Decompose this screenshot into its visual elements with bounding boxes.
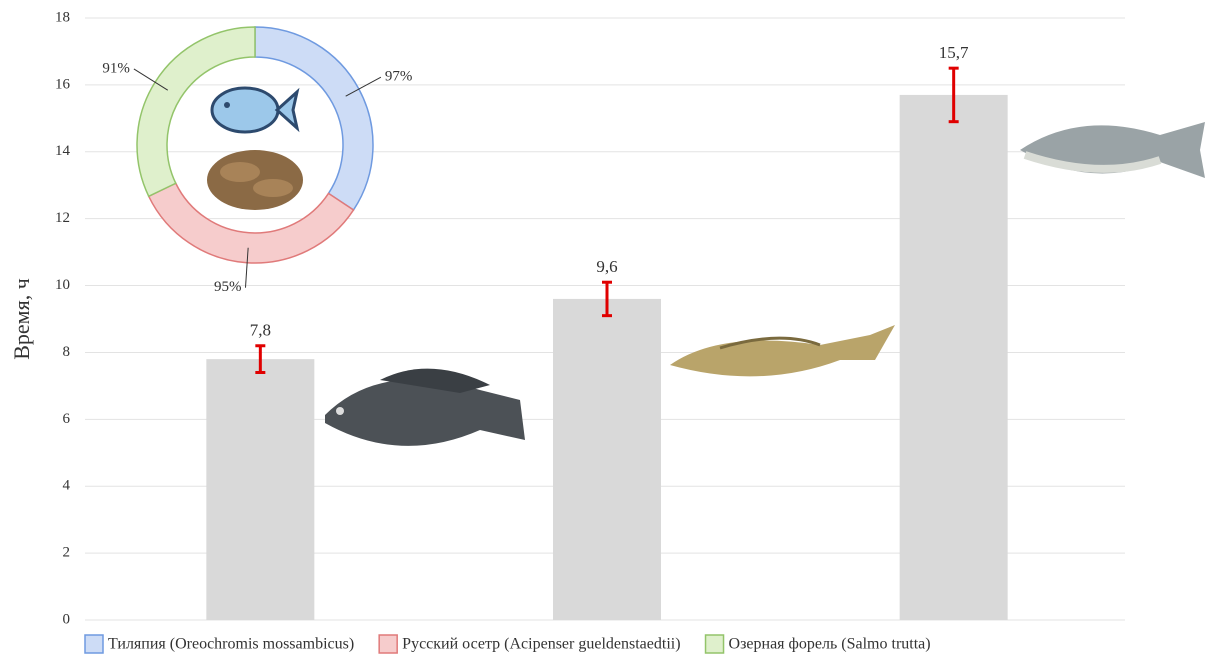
- y-tick-label: 4: [63, 478, 71, 494]
- legend-swatch: [84, 634, 104, 654]
- leader-line: [345, 76, 382, 97]
- y-axis-label: Время, ч: [9, 278, 34, 360]
- data-label: 7,8: [250, 321, 271, 340]
- trout-picture: [1020, 122, 1205, 178]
- y-tick-label: 0: [63, 611, 71, 627]
- legend-label: Русский осетр (Acipenser gueldenstaedtii…: [402, 636, 680, 653]
- feed-pellets: [207, 150, 303, 210]
- data-label: 9,6: [596, 257, 617, 276]
- legend-label: Тиляпия (Oreochromis mossambicus): [108, 636, 354, 653]
- legend-label: Озерная форель (Salmo trutta): [729, 636, 931, 653]
- error-bar: [602, 280, 612, 318]
- donut-segment: [136, 26, 256, 198]
- y-tick-label: 16: [55, 76, 71, 92]
- fish-pictures: [207, 86, 1205, 446]
- error-bar: [948, 66, 959, 124]
- donut-label: 95%: [214, 279, 242, 295]
- leader-line: [244, 247, 249, 288]
- leader-line: [133, 68, 169, 91]
- y-tick-label: 2: [63, 545, 71, 561]
- plot-background: [85, 17, 1125, 621]
- y-tick-label: 10: [55, 277, 70, 293]
- legend-swatch: [704, 634, 725, 654]
- donut-label: 97%: [385, 69, 413, 85]
- tilapia-picture: [325, 368, 525, 446]
- fish-icon: [210, 86, 300, 134]
- bar: [553, 298, 661, 620]
- y-tick-label: 8: [63, 344, 71, 360]
- donut-label: 91%: [102, 60, 130, 76]
- data-label: 15,7: [939, 43, 969, 62]
- y-tick-label: 18: [55, 9, 70, 25]
- bar: [206, 359, 315, 620]
- bar: [899, 94, 1008, 620]
- error-bar: [255, 344, 266, 375]
- legend-swatch: [378, 634, 398, 654]
- y-tick-label: 12: [55, 210, 70, 226]
- sturgeon-picture: [670, 325, 895, 377]
- y-tick-label: 14: [55, 143, 71, 159]
- y-tick-label: 6: [63, 411, 71, 427]
